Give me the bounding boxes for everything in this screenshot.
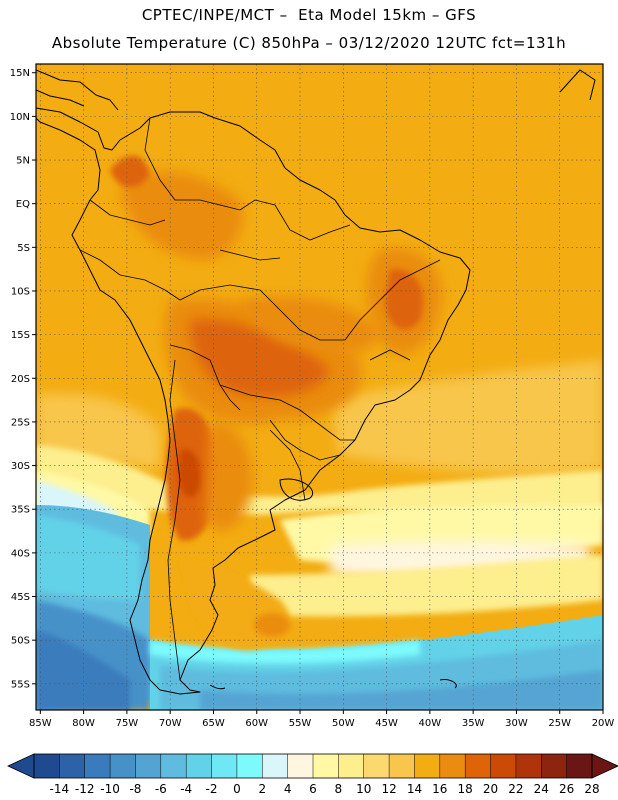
lon-label: 30W bbox=[505, 718, 528, 729]
lon-label: 20W bbox=[592, 718, 615, 729]
colorbar-swatch bbox=[490, 754, 517, 778]
colorbar-swatch bbox=[211, 754, 238, 778]
colorbar-swatch bbox=[439, 754, 466, 778]
colorbar-label: 4 bbox=[284, 782, 292, 796]
colorbar-max-arrow bbox=[591, 753, 618, 779]
colorbar-label: 14 bbox=[407, 782, 422, 796]
country-borders bbox=[79, 117, 441, 681]
title-model: CPTEC/INPE/MCT – Eta Model 15km – GFS bbox=[141, 6, 477, 24]
temperature-field bbox=[36, 64, 603, 710]
lon-label: 60W bbox=[245, 718, 268, 729]
lon-label: 70W bbox=[159, 718, 182, 729]
colorbar-swatch bbox=[236, 754, 263, 778]
colorbar-label: 18 bbox=[458, 782, 473, 796]
colorbar-swatch bbox=[465, 754, 492, 778]
longitude-axis: 85W 80W 75W 70W 65W 60W 55W 50W 45W 40W 35W 30W 25W 2… bbox=[29, 710, 614, 729]
lat-label: 10S bbox=[11, 286, 30, 297]
colorbar-swatch bbox=[566, 754, 593, 778]
lon-label: 65W bbox=[202, 718, 225, 729]
lat-label: 35S bbox=[11, 505, 30, 516]
colorbar-swatch bbox=[414, 754, 441, 778]
lon-label: 55W bbox=[289, 718, 312, 729]
lat-label: 45S bbox=[11, 592, 30, 603]
colorbar-swatch bbox=[541, 754, 568, 778]
lat-label: 55S bbox=[11, 679, 30, 690]
colorbar-swatch bbox=[34, 754, 60, 778]
colorbar-label: -14 bbox=[50, 782, 70, 796]
map-frame bbox=[35, 63, 604, 711]
lon-label: 80W bbox=[72, 718, 95, 729]
colorbar-label: 12 bbox=[381, 782, 396, 796]
colorbar-label: 6 bbox=[309, 782, 317, 796]
lat-label: 15S bbox=[11, 330, 30, 341]
colorbar-label: -4 bbox=[180, 782, 192, 796]
colorbar-swatch bbox=[338, 754, 365, 778]
colorbar-label: 2 bbox=[258, 782, 266, 796]
latitude-axis: 15N 10N 5N EQ 5S 10S 15S 20S 25S 30S 35S 40S 45S 50S 5… bbox=[10, 68, 36, 690]
lat-label: 50S bbox=[11, 636, 30, 647]
lon-label: 45W bbox=[375, 718, 398, 729]
lat-label: 10N bbox=[10, 112, 30, 123]
lat-label: 15N bbox=[10, 68, 30, 79]
lat-label: 30S bbox=[11, 461, 30, 472]
colorbar-label: 10 bbox=[356, 782, 371, 796]
colorbar-label: 24 bbox=[534, 782, 549, 796]
title-variable: Absolute Temperature (C) 850hPa – 03/12/… bbox=[51, 34, 567, 52]
lon-label: 35W bbox=[462, 718, 485, 729]
colorbar-swatch bbox=[186, 754, 213, 778]
colorbar-label: -6 bbox=[155, 782, 167, 796]
colorbar-swatch bbox=[160, 754, 187, 778]
colorbar-label: -12 bbox=[75, 782, 95, 796]
lat-label: EQ bbox=[16, 199, 30, 210]
lat-label: 20S bbox=[11, 374, 30, 385]
colorbar-swatch bbox=[262, 754, 289, 778]
colorbar-label: 20 bbox=[483, 782, 498, 796]
lon-label: 85W bbox=[29, 718, 52, 729]
colorbar-swatch bbox=[84, 754, 111, 778]
lon-label: 40W bbox=[419, 718, 442, 729]
colorbar-label: 8 bbox=[335, 782, 343, 796]
colorbar-swatch bbox=[363, 754, 390, 778]
colorbar: -14 -12 -10 -8 -6 -4 -2 0 2 4 6 8 10 12 14 16 18 20 22 24 26… bbox=[7, 753, 618, 796]
colorbar-swatch bbox=[389, 754, 415, 778]
colorbar-label: 26 bbox=[559, 782, 574, 796]
lon-label: 25W bbox=[548, 718, 571, 729]
lat-label: 25S bbox=[11, 417, 30, 428]
lat-label: 5S bbox=[17, 243, 30, 254]
colorbar-label: -10 bbox=[100, 782, 120, 796]
gridlines bbox=[36, 64, 603, 710]
colorbar-label: 22 bbox=[508, 782, 523, 796]
colorbar-label: 28 bbox=[584, 782, 599, 796]
colorbar-swatch bbox=[313, 754, 339, 778]
lat-label: 40S bbox=[11, 548, 30, 559]
colorbar-label: -2 bbox=[206, 782, 218, 796]
lon-label: 75W bbox=[116, 718, 139, 729]
colorbar-label: -8 bbox=[129, 782, 141, 796]
lat-label: 5N bbox=[16, 156, 30, 167]
colorbar-min-arrow bbox=[7, 753, 35, 779]
colorbar-swatch bbox=[110, 754, 136, 778]
colorbar-swatch bbox=[135, 754, 162, 778]
coastline bbox=[36, 69, 596, 695]
colorbar-swatch bbox=[59, 754, 86, 778]
lon-label: 50W bbox=[332, 718, 355, 729]
colorbar-label: 0 bbox=[233, 782, 241, 796]
colorbar-label: 16 bbox=[432, 782, 447, 796]
colorbar-swatch bbox=[515, 754, 542, 778]
colorbar-swatch bbox=[287, 754, 314, 778]
